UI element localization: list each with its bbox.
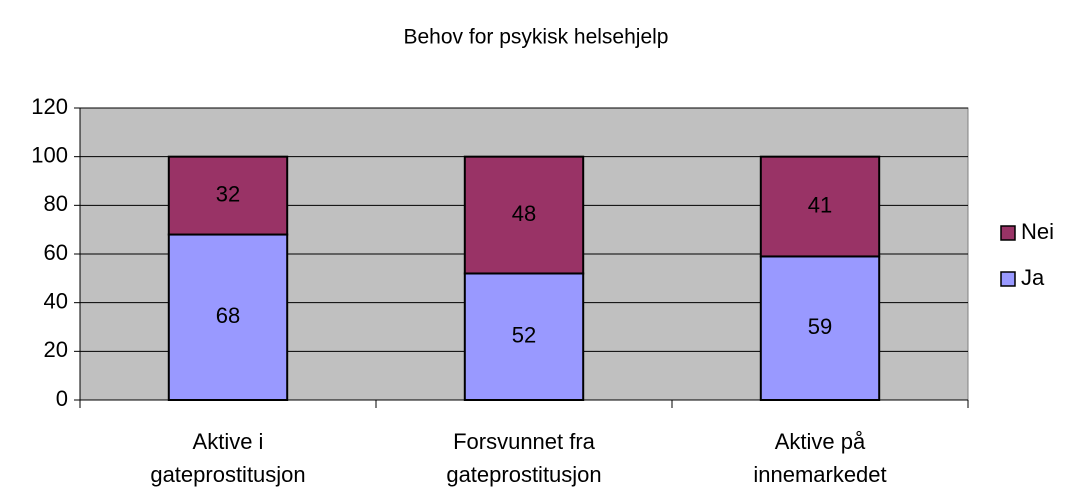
data-label: 52 [512, 323, 536, 348]
data-label: 48 [512, 201, 536, 226]
bar-segment [167, 233, 289, 401]
data-label: 32 [216, 181, 240, 206]
legend-label: Ja [1021, 265, 1045, 290]
data-label: 41 [808, 192, 832, 217]
bar-segment [759, 255, 881, 401]
x-tick-line: gateprostitusjon [150, 462, 305, 487]
x-tick-line: gateprostitusjon [446, 462, 601, 487]
legend-label: Nei [1021, 219, 1054, 244]
y-tick-label: 40 [44, 288, 68, 313]
y-tick-label: 100 [31, 142, 68, 167]
legend-swatch [1000, 271, 1016, 287]
y-tick-label: 0 [56, 386, 68, 411]
bar-segment [463, 155, 585, 275]
y-tick-label: 80 [44, 191, 68, 216]
chart-title: Behov for psykisk helsehjelp [404, 26, 669, 49]
bar-segment [463, 272, 585, 402]
y-tick-label: 20 [44, 337, 68, 362]
y-tick-label: 120 [31, 94, 68, 119]
legend-swatch [1000, 225, 1016, 241]
x-tick-line: innemarkedet [753, 462, 886, 487]
x-tick-label: Forsvunnet fra gateprostitusjon [446, 429, 601, 487]
data-label: 68 [216, 303, 240, 328]
x-tick-line: Aktive på [775, 429, 866, 454]
data-label: 59 [808, 314, 832, 339]
bar-segment [759, 155, 881, 258]
y-tick-label: 60 [44, 240, 68, 265]
x-tick-line: Forsvunnet fra [453, 429, 596, 454]
x-tick-label: Aktive på innemarkedet [753, 429, 886, 487]
x-tick-line: Aktive i [193, 429, 264, 454]
x-tick-label: Aktive i gateprostitusjon [150, 429, 305, 487]
bar-segment [167, 155, 289, 236]
